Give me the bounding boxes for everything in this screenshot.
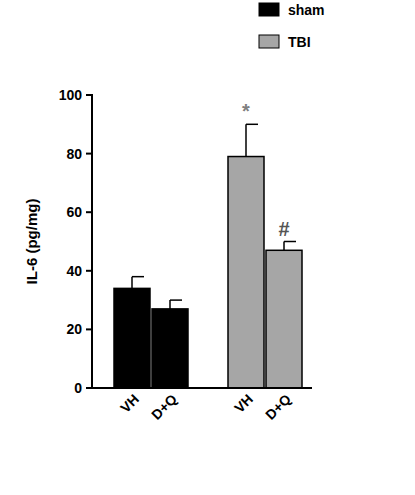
y-tick <box>86 211 92 213</box>
y-tick-label: 0 <box>74 380 82 396</box>
y-tick-label: 20 <box>66 321 82 337</box>
bar <box>228 157 264 388</box>
annotation: * <box>242 100 250 122</box>
error-bar <box>246 124 258 156</box>
legend-label: TBI <box>288 34 311 50</box>
y-tick-label: 100 <box>59 87 83 103</box>
x-tick-label: D+Q <box>262 391 294 423</box>
legend-swatch <box>259 35 279 48</box>
annotation: # <box>278 218 289 240</box>
y-tick-label: 40 <box>66 263 82 279</box>
x-axis <box>91 387 312 389</box>
y-tick <box>86 270 92 272</box>
legend-label: sham <box>288 2 325 18</box>
x-tick-label: D+Q <box>148 391 180 423</box>
legend-swatch <box>259 3 279 16</box>
legend: sham TBI <box>259 2 325 50</box>
y-tick <box>86 387 92 389</box>
error-bar <box>170 300 182 309</box>
y-tick-label: 80 <box>66 146 82 162</box>
bar <box>266 250 302 388</box>
y-tick <box>86 153 92 155</box>
error-bar <box>284 242 296 251</box>
bars <box>114 124 302 388</box>
x-tick-label: VH <box>117 391 142 416</box>
y-axis <box>91 94 93 389</box>
y-tick <box>86 94 92 96</box>
error-bar <box>132 277 144 289</box>
y-tick-label: 60 <box>66 204 82 220</box>
chart: *#020406080100VHD+QVHD+QIL-6 (pg/mg)sham… <box>0 0 415 495</box>
y-axis-label: IL-6 (pg/mg) <box>23 199 40 285</box>
chart-container: *#020406080100VHD+QVHD+QIL-6 (pg/mg)sham… <box>0 0 415 495</box>
bar <box>114 288 150 388</box>
x-tick-label: VH <box>231 391 256 416</box>
bar <box>152 309 188 388</box>
y-tick <box>86 328 92 330</box>
